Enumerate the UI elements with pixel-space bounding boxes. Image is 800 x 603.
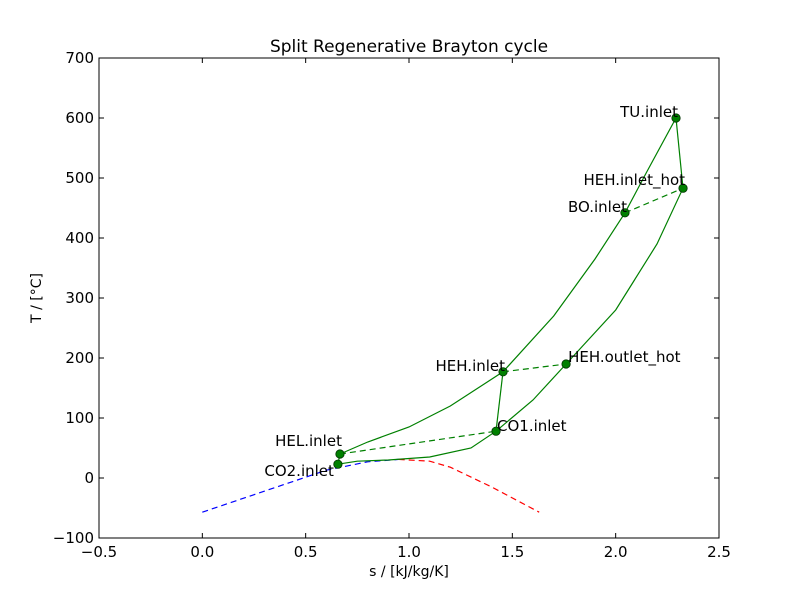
state-point-marker (561, 359, 571, 369)
series-hel-link (339, 430, 497, 455)
y-tick-label: 600 (65, 109, 94, 127)
state-point-label: BO.inlet (568, 198, 627, 216)
state-point-marker (498, 367, 508, 377)
state-point-label: HEH.outlet_hot (568, 348, 681, 367)
series-saturation-liquid (202, 458, 399, 513)
state-point-label: CO1.inlet (497, 417, 567, 435)
y-tick-label: −100 (53, 529, 94, 547)
x-tick-label: −0.5 (81, 543, 117, 561)
state-point-marker (620, 208, 630, 218)
chart-title: Split Regenerative Brayton cycle (270, 37, 548, 57)
state-point-marker (678, 183, 688, 193)
x-tick-label: 0.5 (294, 543, 318, 561)
ticks: −0.5 0.0 0.5 1.0 1.5 2.0 2.5 −100 0 100 200 300 400 5… (53, 49, 731, 561)
series-hot-side-expansion-cooling (337, 117, 684, 465)
y-tick-label: 400 (65, 229, 94, 247)
y-tick-label: 500 (65, 169, 94, 187)
state-point-label: TU.inlet (619, 103, 678, 121)
series-bo-link (624, 187, 684, 214)
y-tick-label: 100 (65, 409, 94, 427)
state-point-label: HEL.inlet (275, 432, 342, 450)
state-point-marker (333, 459, 343, 469)
y-tick-label: 200 (65, 349, 94, 367)
y-tick-label: 700 (65, 49, 94, 67)
axes-frame (98, 57, 720, 539)
plot-area: TU.inlet HEH.inlet_hot BO.inlet HEH.inlet HE… (202, 103, 688, 513)
state-point-marker (335, 449, 345, 459)
series-recompressor (495, 371, 504, 432)
y-axis-label: T / [°C] (29, 273, 45, 324)
x-tick-label: 1.0 (397, 543, 421, 561)
y-tick-label: 0 (84, 469, 94, 487)
state-point-marker (671, 113, 681, 123)
x-tick-label: 2.0 (604, 543, 628, 561)
series-saturation-vapor (398, 458, 540, 513)
x-tick-label: 1.5 (500, 543, 524, 561)
state-point-marker (491, 426, 501, 436)
state-point-label: CO2.inlet (264, 462, 334, 480)
x-tick-label: 2.5 (707, 543, 731, 561)
series-cold-side-heating (339, 117, 677, 455)
state-point-label: HEH.inlet_hot (583, 171, 685, 190)
state-point-label: HEH.inlet (436, 357, 506, 375)
y-tick-label: 300 (65, 289, 94, 307)
x-tick-label: 0.0 (190, 543, 214, 561)
x-axis-label: s / [kJ/kg/K] (369, 564, 449, 580)
series-heh-link (502, 363, 567, 373)
